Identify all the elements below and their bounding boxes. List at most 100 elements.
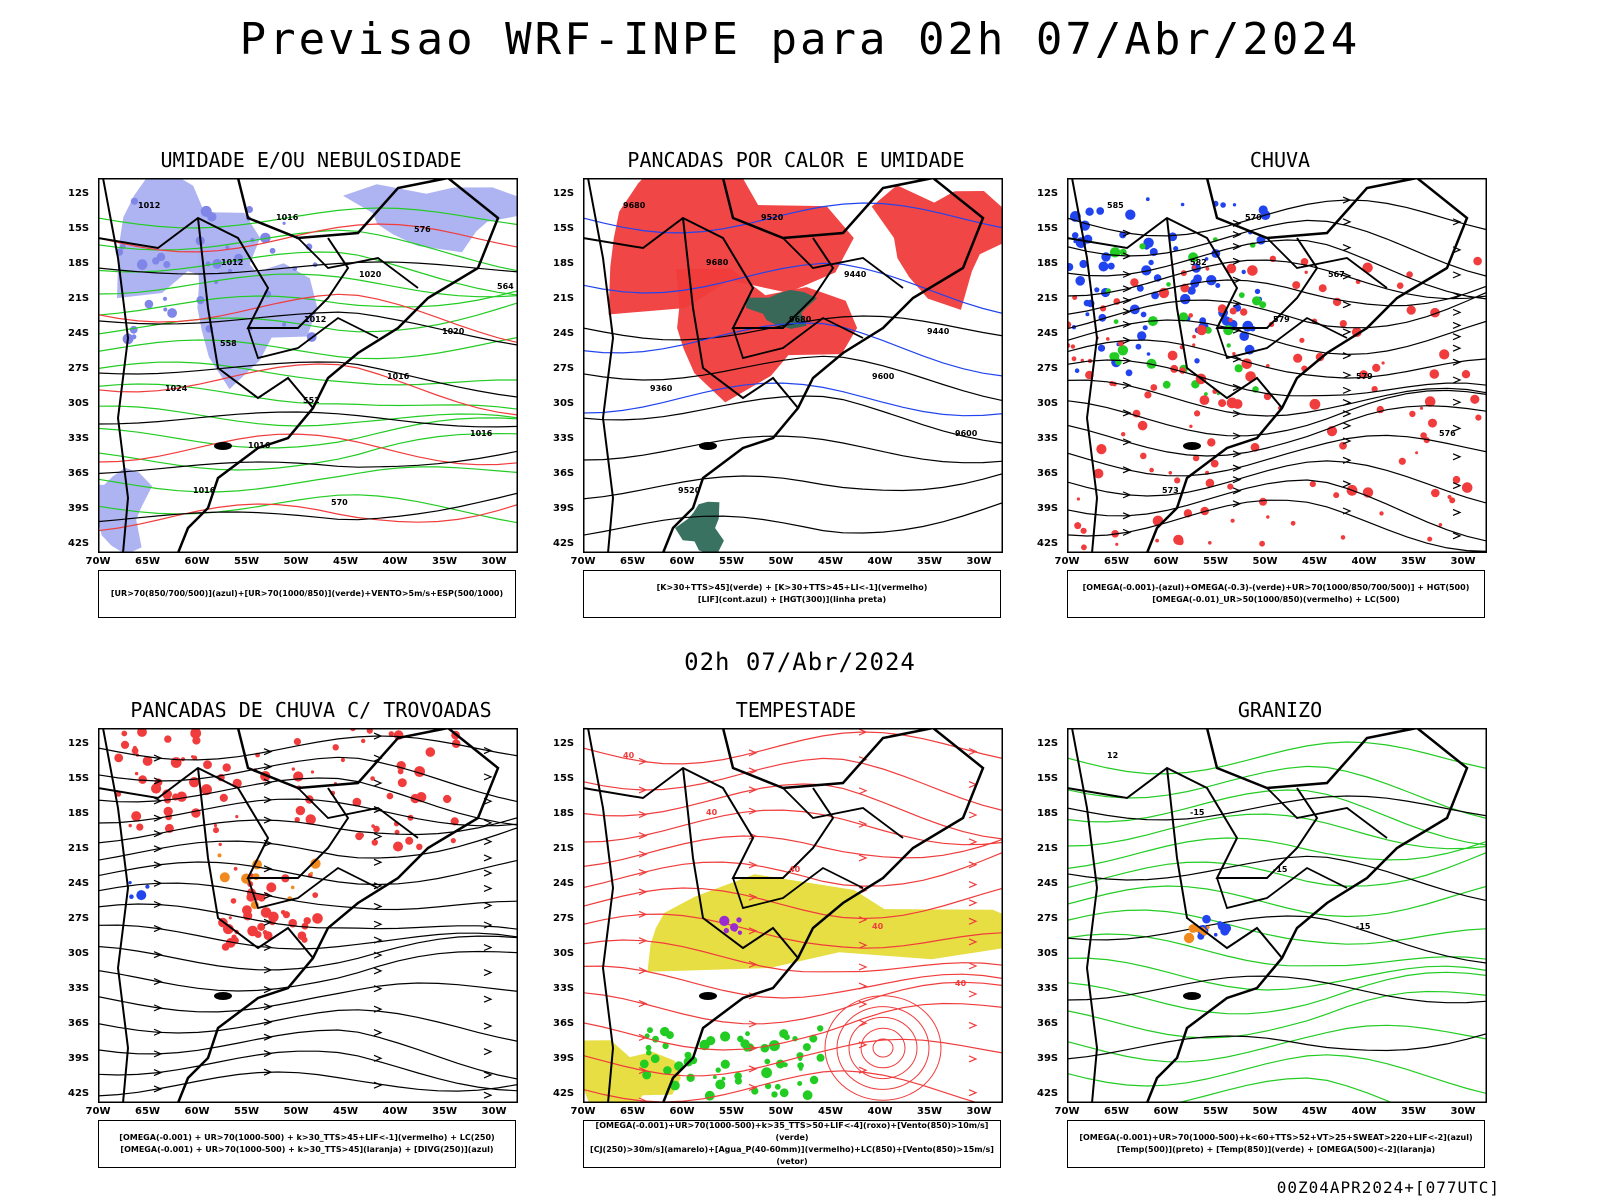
contour-label: 552: [303, 396, 320, 405]
streamline-arrow: [638, 868, 648, 876]
geopotential-streamline: [1067, 291, 1487, 330]
panel-legend: [OMEGA(-0.001)+UR>70(1000-500)+k<60+TTS>…: [1067, 1120, 1485, 1168]
rain-area-red: [1406, 305, 1416, 315]
temp-850-contour-green: [1067, 741, 1487, 775]
wind-850-area-green: [720, 1059, 730, 1069]
streamline-arrow: [373, 732, 383, 740]
country-border: [682, 217, 799, 409]
thunderstorm-area-red: [115, 791, 122, 797]
streamline-850hpa-red: [583, 981, 1003, 1025]
streamline-arrow: [1452, 333, 1462, 341]
wind-850-area-green: [704, 1090, 715, 1101]
streamline-arrow: [968, 1089, 978, 1097]
streamline-arrow: [373, 902, 383, 910]
wind-850-area-green: [809, 1075, 819, 1085]
lagoon: [214, 992, 232, 1000]
rain-area-red: [1106, 337, 1110, 341]
lat-tick-label: 12S: [553, 188, 575, 199]
rain-area-red: [1475, 414, 1482, 421]
thunderstorm-area-red: [233, 866, 238, 871]
lon-tick-label: 45W: [333, 1106, 358, 1117]
pressure-isobar: [98, 311, 518, 346]
lon-tick-label: 55W: [234, 556, 259, 567]
map-fields: 12 -15 -15 -15: [1067, 728, 1487, 1103]
rain-area-red: [1339, 320, 1347, 328]
panel-title: CHUVA: [1249, 148, 1311, 172]
lon-tick-label: 30W: [481, 556, 507, 567]
streamline-arrow: [153, 900, 163, 909]
streamline-arrow: [1342, 480, 1352, 488]
streamline-arrow: [263, 796, 273, 804]
streamline-arrow: [748, 749, 758, 757]
rain-area-red: [1140, 452, 1147, 460]
lon-tick-label: 35W: [917, 556, 942, 567]
omega-area-blue: [1168, 232, 1178, 242]
thunderstorm-area-red: [291, 767, 295, 771]
lon-tick-label: 60W: [669, 1106, 695, 1117]
streamline-arrow: [1122, 229, 1132, 237]
omega-area-blue: [1125, 369, 1133, 377]
rain-area-red: [1192, 265, 1196, 270]
lat-tick-label: 18S: [68, 258, 90, 269]
map-fields: 40 40 40 40 40: [583, 728, 1003, 1103]
streamline-arrow: [1232, 432, 1242, 440]
rain-area-red: [1266, 364, 1270, 368]
wind-850-area-green: [768, 1040, 780, 1052]
map-canvas: 40 40 40 40 40: [583, 728, 1003, 1103]
lon-tick-label: 30W: [966, 1106, 992, 1117]
streamline-arrow: [638, 850, 648, 858]
streamline-arrow: [483, 819, 493, 827]
rain-area-red: [1096, 444, 1107, 455]
wind-850-area-green: [639, 1059, 649, 1069]
thunderstorm-area-red: [164, 735, 172, 743]
lon-tick-label: 45W: [1302, 556, 1327, 567]
rain-area-red: [1409, 410, 1416, 418]
geopotential-streamline: [1067, 219, 1487, 277]
wind-850-area-green: [706, 1036, 716, 1046]
streamline-arrow: [153, 978, 163, 986]
thunderstorm-area-red: [448, 797, 452, 801]
streamline-arrow: [968, 1055, 978, 1063]
rain-area-red: [1449, 497, 1456, 504]
country-border: [98, 766, 350, 879]
omega-area-blue: [1140, 311, 1147, 318]
streamline-arrow: [153, 845, 163, 853]
map-canvas: 1012 1012 1012 1016 1016 1016 1016 1020 1020 1024…: [98, 178, 518, 553]
thunderstorm-area-orange: [310, 858, 321, 869]
wind-850-area-green: [761, 1067, 772, 1079]
rain-area-red: [1115, 542, 1119, 546]
streamline-arrow: [1452, 271, 1462, 279]
streamline-arrow: [263, 1033, 273, 1041]
omega-area-green: [1162, 380, 1171, 389]
thunderstorm-area-red: [301, 922, 309, 930]
streamline-arrow: [153, 1050, 163, 1058]
panel-title: PANCADAS DE CHUVA C/ TROVOADAS: [130, 698, 492, 722]
streamline-arrow: [373, 985, 383, 993]
thunderstorm-area-red: [134, 771, 139, 776]
legend-line: [CJ(250)>30m/s](amarelo)+[Agua_P(40-60mm…: [590, 1145, 994, 1166]
pressure-isobar: [98, 411, 518, 428]
streamline-arrow: [858, 728, 868, 736]
geopotential-streamline: [1067, 405, 1487, 457]
streamline-arrow: [153, 1004, 163, 1012]
convection-area-green: [746, 289, 818, 329]
rain-area-red: [1263, 392, 1272, 401]
temp-850-contour-green: [1067, 885, 1487, 918]
map-background: [1067, 178, 1487, 553]
streamline-arrow: [1452, 398, 1462, 406]
lat-tick-label: 42S: [553, 538, 575, 549]
omega-area-blue: [1136, 284, 1144, 292]
country-border: [583, 216, 835, 329]
wind-streamline-250hpa: [98, 798, 518, 827]
omega-area-blue: [1075, 276, 1085, 286]
streamline-arrow: [858, 941, 868, 949]
lat-tick-label: 39S: [1037, 1053, 1059, 1064]
lon-tick-label: 55W: [234, 1106, 259, 1117]
country-border: [682, 767, 799, 959]
contour-label: 40: [623, 751, 635, 760]
rain-area-red: [1192, 334, 1196, 339]
contour-label: 1024: [165, 384, 188, 393]
lon-tick-label: 60W: [184, 556, 210, 567]
streamline-arrow: [1122, 308, 1132, 316]
rain-area-red: [1196, 325, 1207, 336]
